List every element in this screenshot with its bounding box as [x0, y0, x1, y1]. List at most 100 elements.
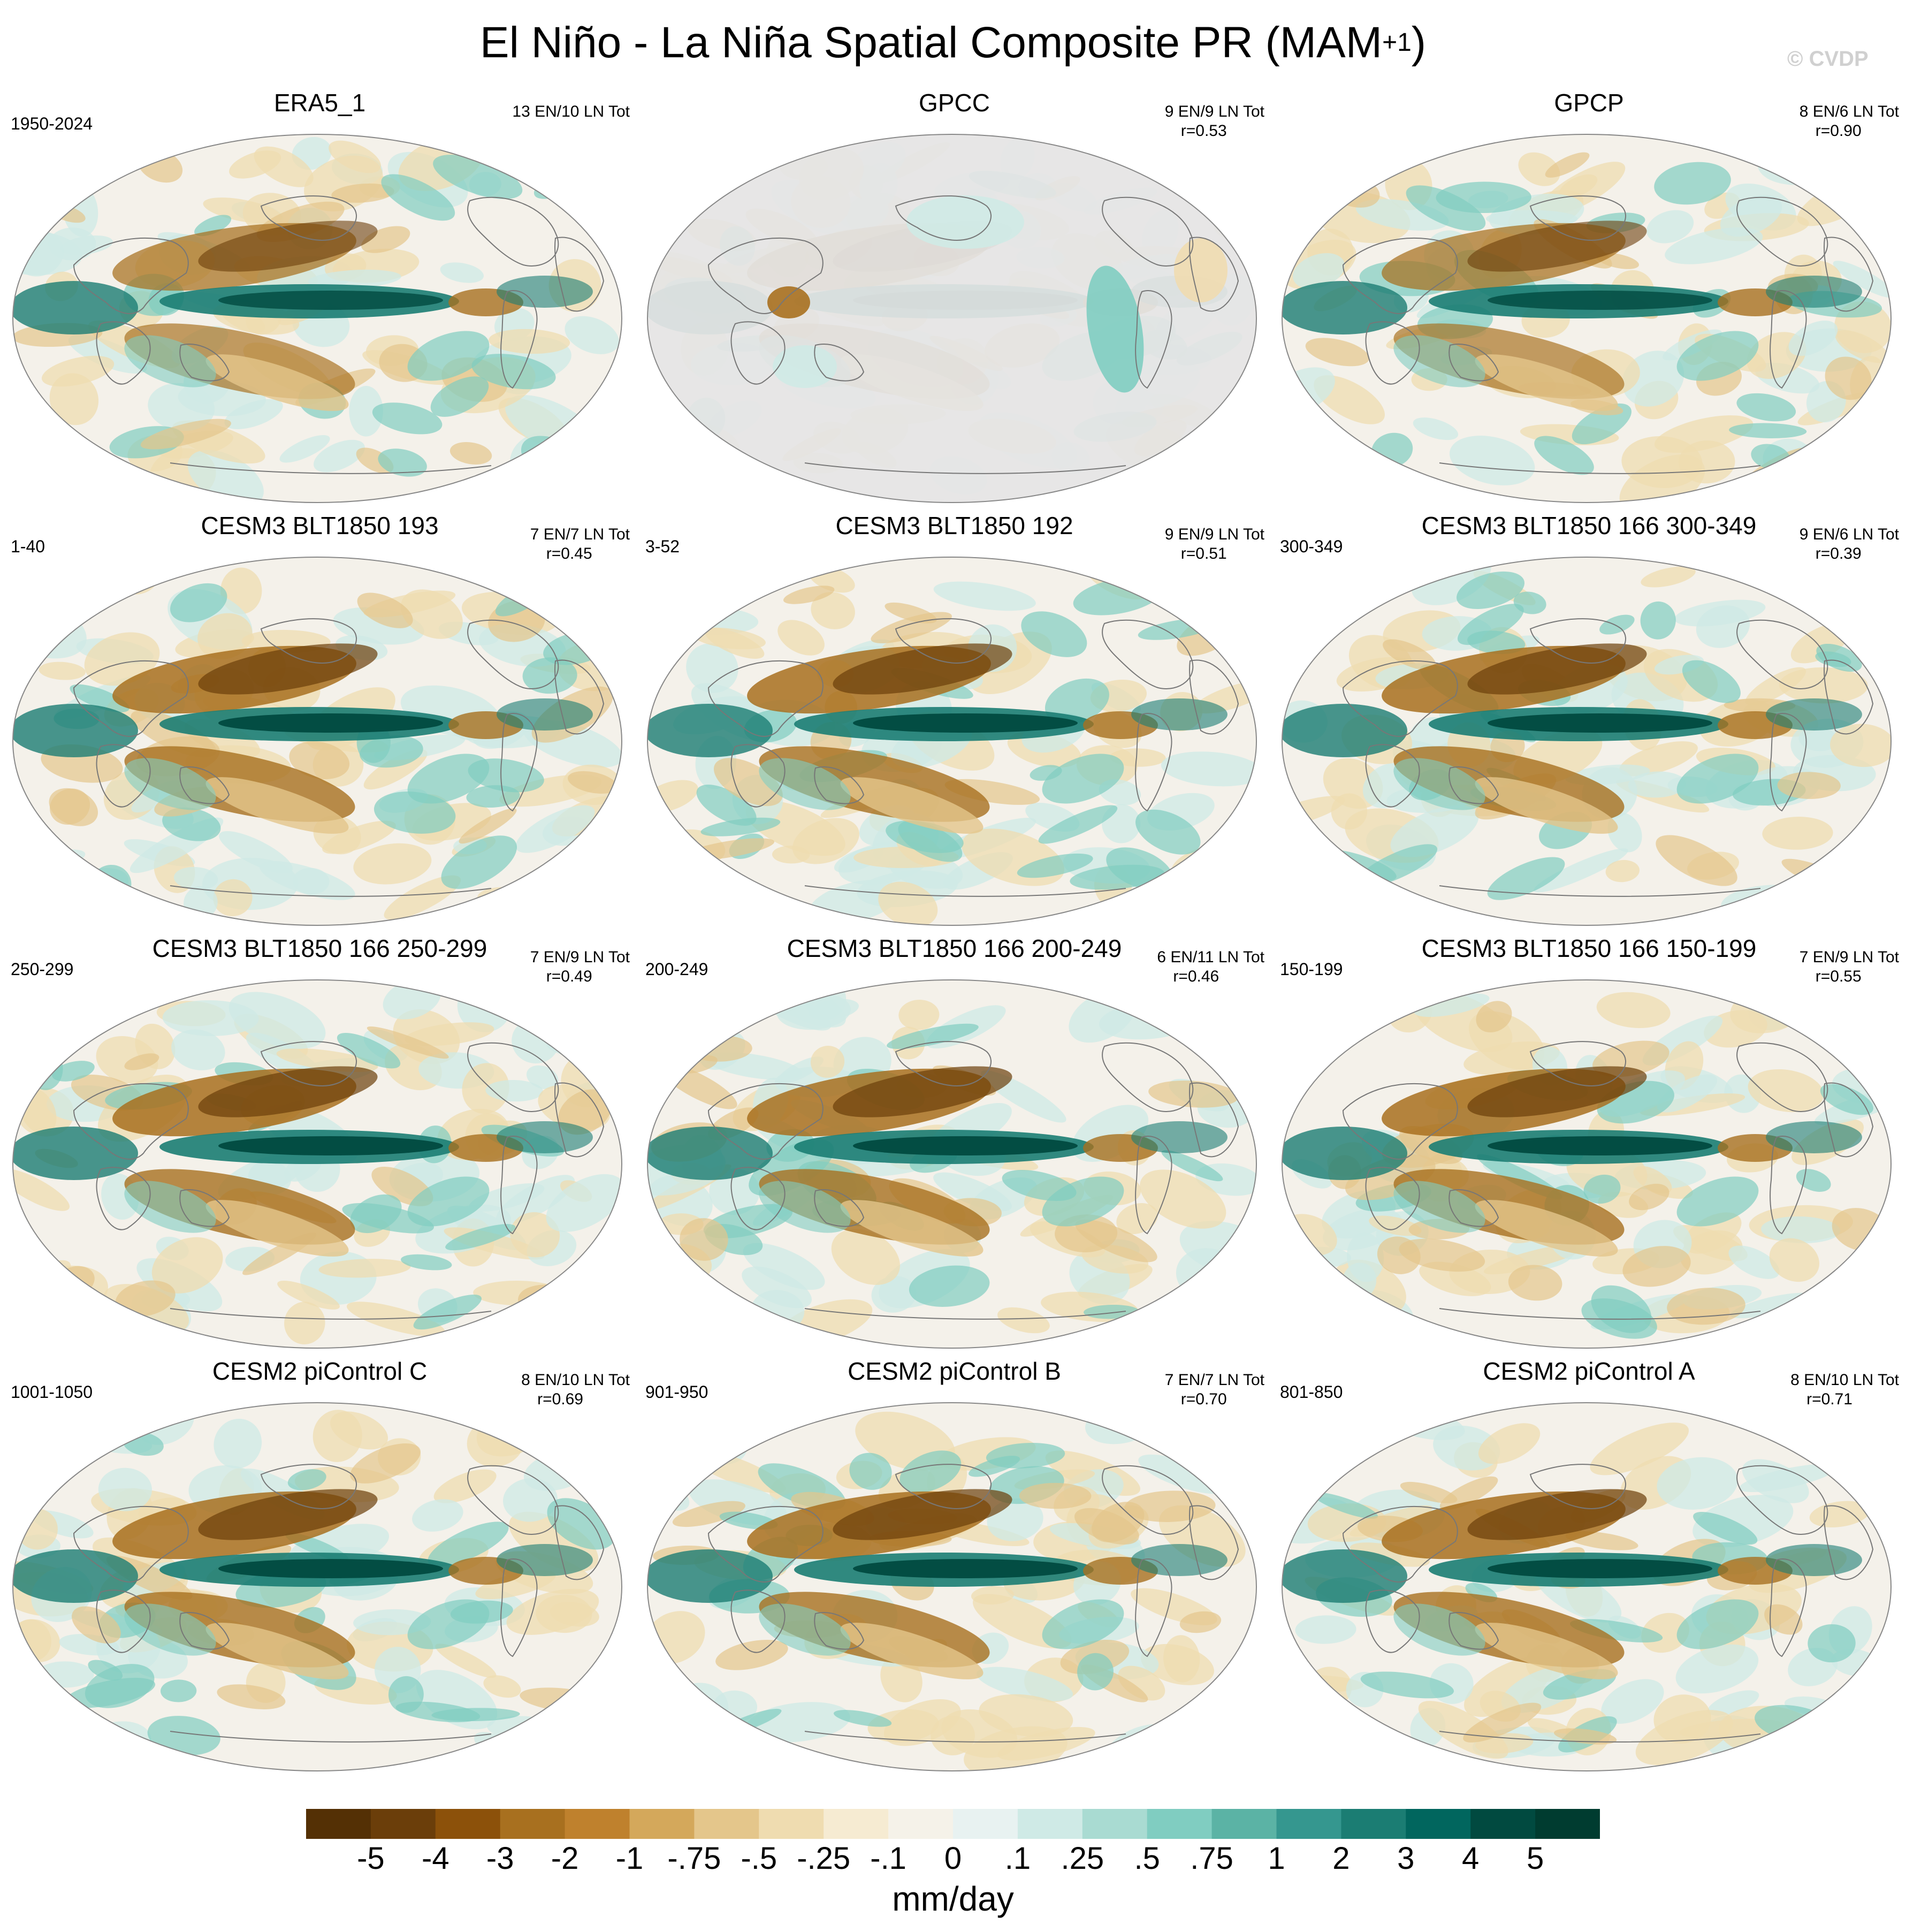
colorbar-swatch — [1147, 1809, 1213, 1839]
panel-pattern-correlation: r=0.53 — [1180, 122, 1227, 140]
figure-title: El Niño - La Niña Spatial Composite PR (… — [0, 16, 1906, 70]
panel-stats: 13 EN/10 LN Tot — [512, 102, 630, 121]
panel-period: 1-40 — [11, 537, 45, 556]
map-container — [1279, 977, 1894, 1351]
panel-period: 250-299 — [11, 960, 74, 979]
map-container — [10, 1399, 625, 1774]
map-container — [644, 554, 1260, 929]
panel-event-count: 6 EN/11 LN Tot — [1157, 948, 1264, 966]
colorbar-swatch — [1535, 1809, 1600, 1839]
world-map — [12, 1402, 622, 1771]
colorbar-tick-label: .75 — [1190, 1841, 1233, 1876]
colorbar-units: mm/day — [892, 1880, 1014, 1918]
panel-title: GPCC — [919, 89, 990, 117]
panel-pattern-correlation: r=0.51 — [1180, 545, 1227, 562]
colorbar-swatch — [1341, 1809, 1406, 1839]
panel-title: CESM3 BLT1850 166 200-249 — [787, 934, 1122, 962]
colorbar-swatch — [1017, 1809, 1083, 1839]
panel-pattern-correlation: r=0.45 — [546, 545, 592, 562]
map-container — [1279, 554, 1894, 929]
map-container — [10, 131, 625, 506]
map-container — [1279, 1399, 1894, 1774]
colorbar-tick-label: -.25 — [797, 1841, 851, 1876]
world-map — [647, 979, 1257, 1349]
panel-event-count: 7 EN/9 LN Tot — [530, 948, 630, 966]
panel-pattern-correlation: r=0.49 — [546, 968, 592, 985]
map-panel: CESM2 piControl A 801-850 8 EN/10 LN Tot… — [1271, 1357, 1906, 1779]
world-map — [1282, 557, 1892, 926]
colorbar-tick-label: -.1 — [870, 1841, 906, 1876]
panel-event-count: 7 EN/7 LN Tot — [530, 526, 630, 543]
colorbar-swatch — [500, 1809, 566, 1839]
colorbar-swatch — [1082, 1809, 1148, 1839]
panel-stats: 9 EN/6 LN Tot r=0.39 — [1800, 525, 1899, 564]
world-map — [1282, 1402, 1892, 1771]
panel-title: CESM3 BLT1850 192 — [835, 512, 1073, 539]
panel-stats: 9 EN/9 LN Tot r=0.51 — [1165, 525, 1264, 564]
panel-title: CESM3 BLT1850 166 150-199 — [1421, 934, 1757, 962]
panel-title: ERA5_1 — [273, 89, 366, 117]
panel-pattern-correlation: r=0.55 — [1815, 968, 1862, 985]
colorbar-tick-label: 2 — [1332, 1841, 1350, 1876]
panel-event-count: 9 EN/6 LN Tot — [1799, 526, 1899, 543]
panel-event-count: 9 EN/9 LN Tot — [1164, 526, 1264, 543]
colorbar-swatch — [694, 1809, 759, 1839]
panel-title: CESM3 BLT1850 193 — [201, 512, 439, 539]
panel-period: 901-950 — [645, 1382, 708, 1402]
map-container — [10, 977, 625, 1351]
colorbar-tick-label: .25 — [1061, 1841, 1104, 1876]
panel-pattern-correlation: r=0.39 — [1815, 545, 1862, 562]
world-map — [1282, 134, 1892, 503]
map-panel: CESM3 BLT1850 166 150-199 150-199 7 EN/9… — [1271, 934, 1906, 1357]
map-panel: CESM2 piControl B 901-950 7 EN/7 LN Tot … — [637, 1357, 1272, 1779]
colorbar-tick-label: .5 — [1134, 1841, 1160, 1876]
colorbar-swatch — [1276, 1809, 1341, 1839]
panel-period: 200-249 — [645, 960, 708, 979]
world-map — [647, 1402, 1257, 1771]
colorbar-tick-label: .1 — [1004, 1841, 1031, 1876]
map-container — [644, 131, 1260, 506]
colorbar-swatch — [370, 1809, 436, 1839]
colorbar-tick-label: -4 — [422, 1841, 449, 1876]
world-map — [12, 979, 622, 1349]
panel-event-count: 8 EN/10 LN Tot — [1790, 1371, 1899, 1389]
panel-period: 300-349 — [1280, 537, 1343, 556]
panel-title: GPCP — [1554, 89, 1624, 117]
panel-event-count: 8 EN/6 LN Tot — [1799, 103, 1899, 120]
panel-pattern-correlation: r=0.71 — [1806, 1390, 1852, 1408]
map-panel: CESM3 BLT1850 192 3-52 9 EN/9 LN Tot r=0… — [637, 511, 1272, 934]
colorbar-tick-label: -5 — [357, 1841, 385, 1876]
panel-pattern-correlation: r=0.90 — [1815, 122, 1862, 140]
colorbar-swatches — [306, 1809, 1600, 1839]
map-container — [10, 554, 625, 929]
colorbar-swatch — [953, 1809, 1018, 1839]
map-panel: CESM3 BLT1850 166 250-299 250-299 7 EN/9… — [2, 934, 637, 1357]
panel-period: 1001-1050 — [11, 1382, 93, 1402]
colorbar-swatch — [824, 1809, 889, 1839]
panel-pattern-correlation: r=0.46 — [1173, 968, 1219, 985]
panel-event-count: 7 EN/7 LN Tot — [1164, 1371, 1264, 1389]
panel-title: CESM3 BLT1850 166 250-299 — [152, 934, 487, 962]
panel-event-count: 9 EN/9 LN Tot — [1164, 103, 1264, 120]
panel-pattern-correlation: r=0.70 — [1180, 1390, 1227, 1408]
colorbar-tick-label: -1 — [615, 1841, 644, 1876]
panel-title: CESM2 piControl C — [212, 1357, 428, 1385]
cvdp-watermark: © CVDP — [1787, 47, 1869, 71]
panel-title: CESM2 piControl A — [1483, 1357, 1695, 1385]
panel-stats: 7 EN/7 LN Tot r=0.70 — [1165, 1371, 1264, 1409]
colorbar-swatch — [565, 1809, 630, 1839]
world-map — [1282, 979, 1892, 1349]
panel-period: 150-199 — [1280, 960, 1343, 979]
colorbar-tick-label: -2 — [551, 1841, 579, 1876]
panel-title: CESM2 piControl B — [848, 1357, 1061, 1385]
colorbar-tick-label: -3 — [486, 1841, 514, 1876]
world-map — [647, 134, 1257, 503]
panel-event-count: 13 EN/10 LN Tot — [512, 103, 630, 120]
panel-stats: 9 EN/9 LN Tot r=0.53 — [1165, 102, 1264, 141]
map-container — [1279, 131, 1894, 506]
map-container — [644, 977, 1260, 1351]
colorbar-swatch — [435, 1809, 501, 1839]
colorbar-swatch — [1406, 1809, 1471, 1839]
panel-period: 3-52 — [645, 537, 680, 556]
colorbar-tick-label: 4 — [1462, 1841, 1480, 1876]
